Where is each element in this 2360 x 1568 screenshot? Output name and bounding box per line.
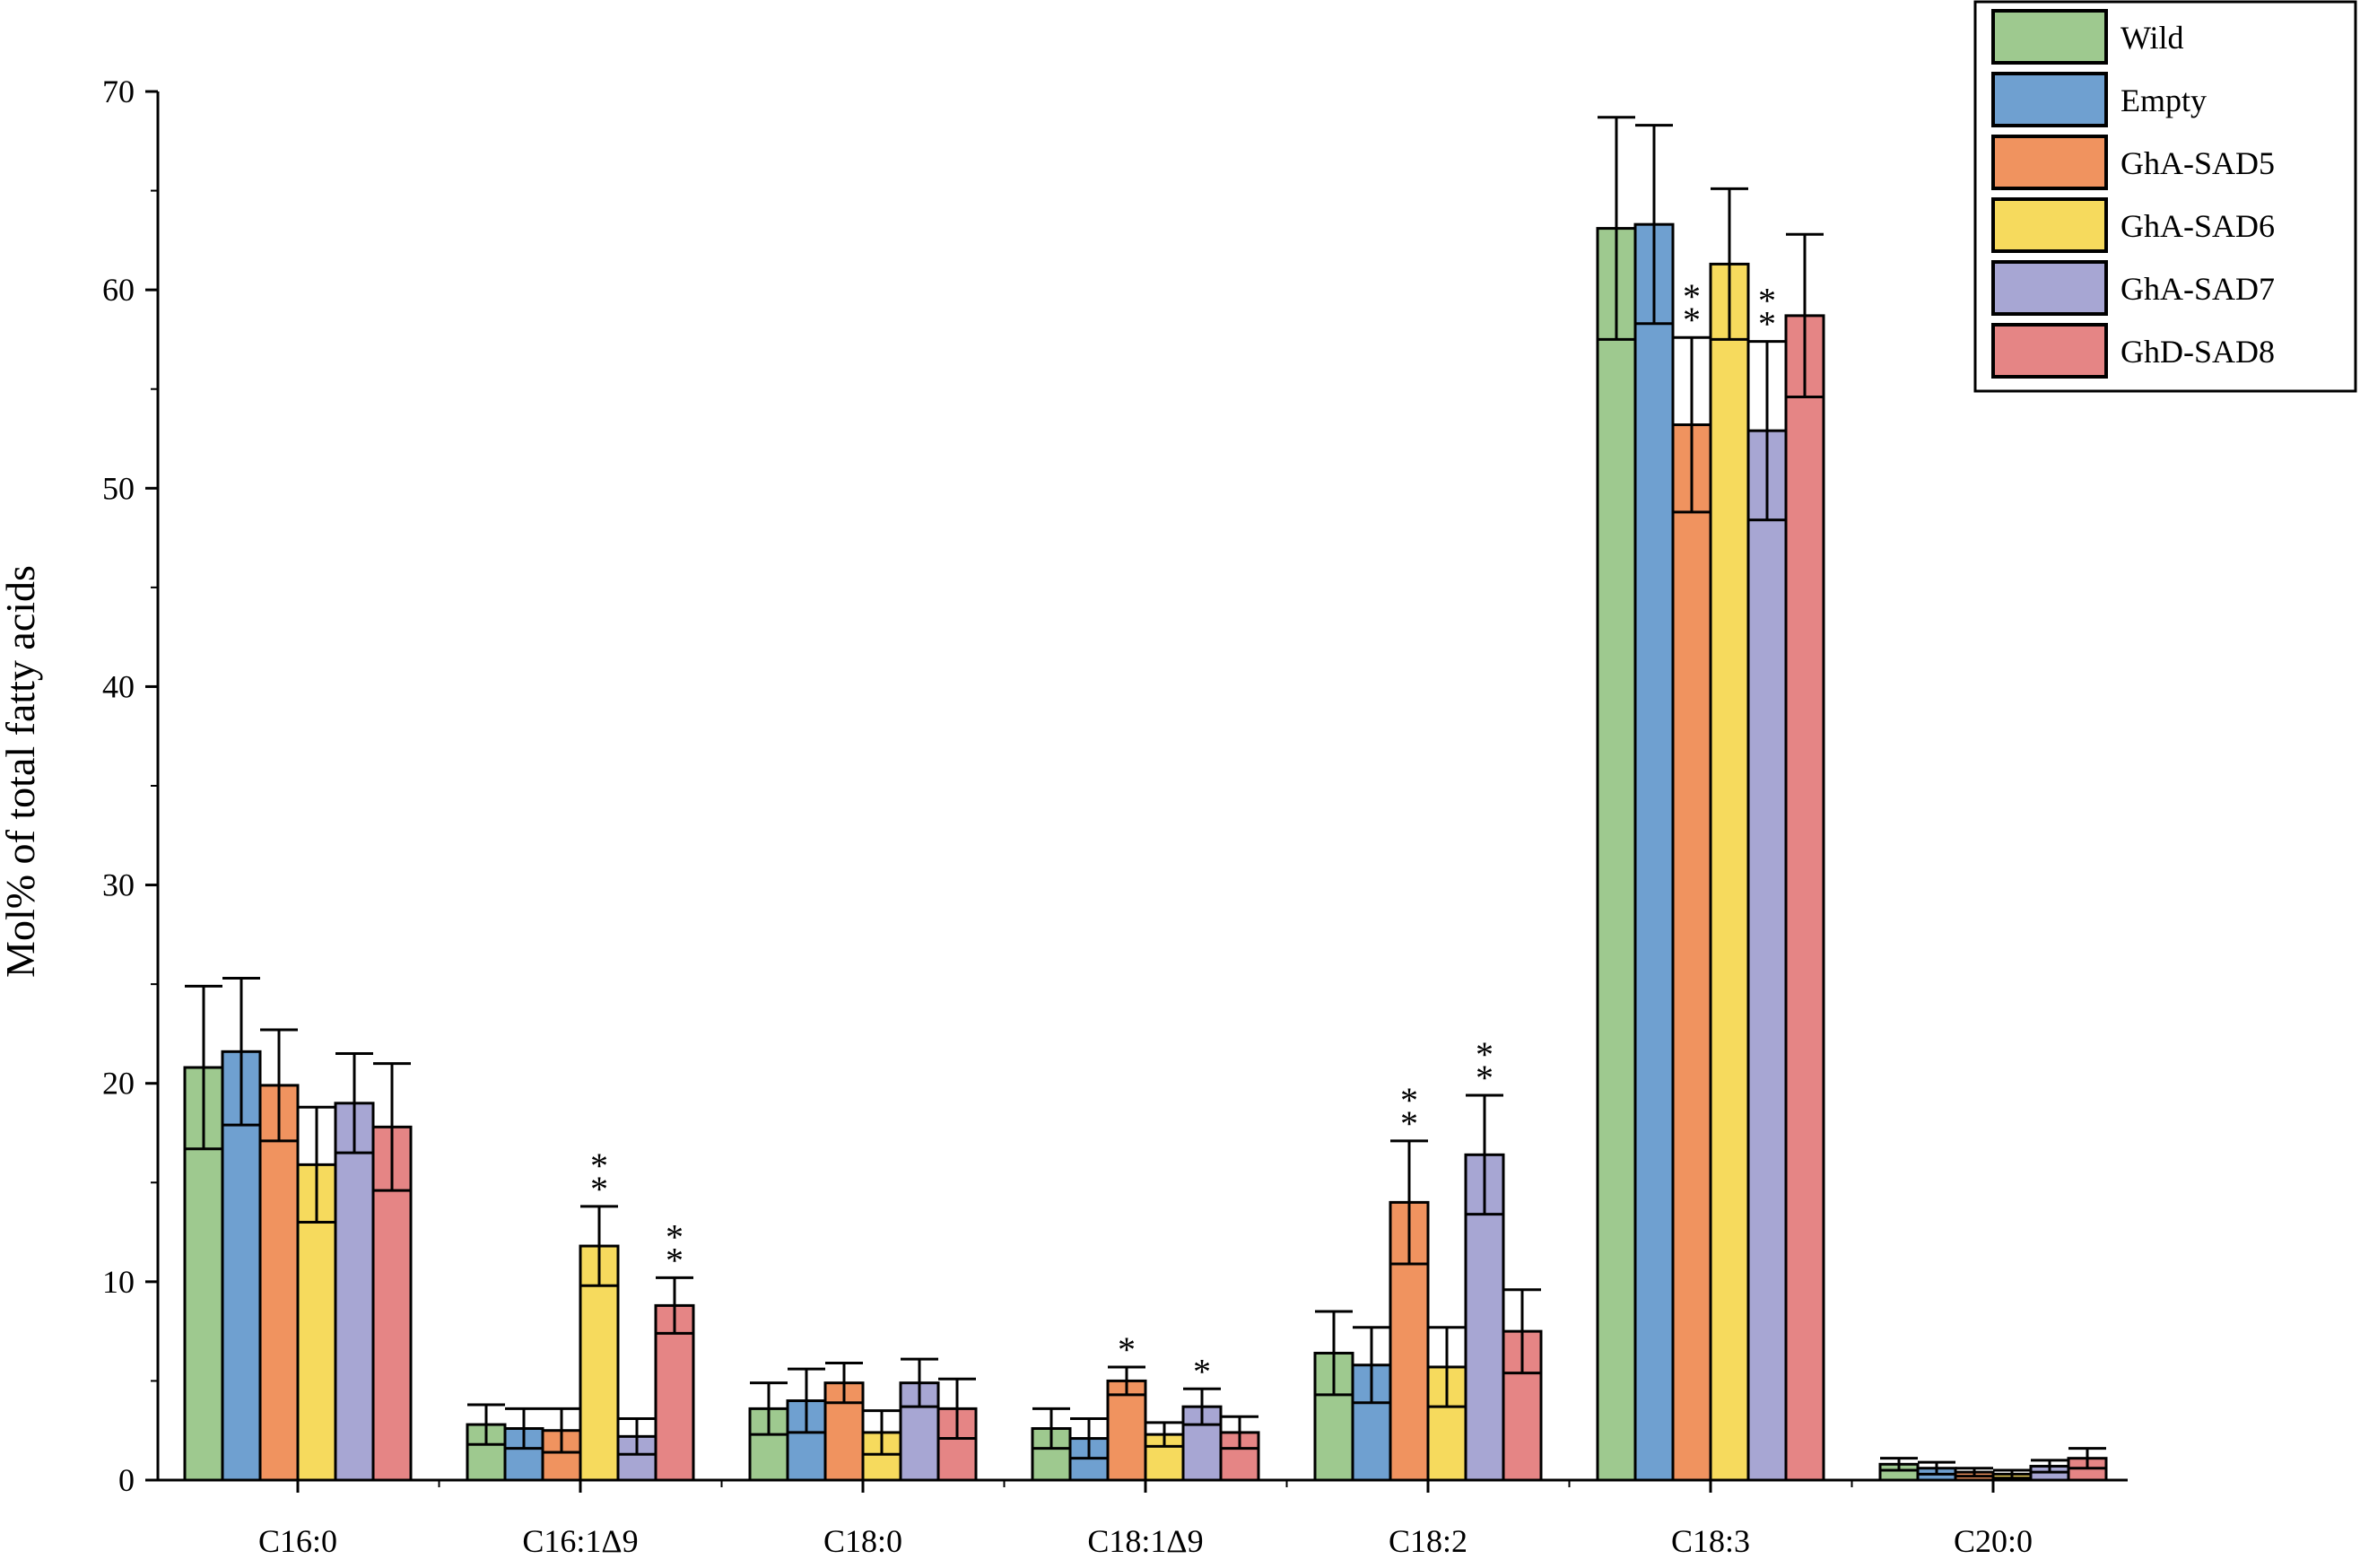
legend-swatch — [1991, 72, 2108, 127]
bar — [371, 1125, 413, 1482]
legend-swatch — [1991, 9, 2108, 65]
legend-label: GhD-SAD8 — [2121, 334, 2275, 370]
legend: Wild Empty GhA-SAD5 GhA-SAD6 GhA-SAD7 GhD-SAD… — [1973, 0, 2357, 393]
x-tick-label: C18:0 — [823, 1523, 902, 1559]
significance-marker: * — [1118, 1329, 1136, 1370]
significance-marker: * * — [1683, 276, 1701, 340]
bar — [1633, 222, 1675, 1482]
significance-marker: * * — [1400, 1080, 1418, 1144]
legend-swatch — [1991, 135, 2108, 190]
significance-annotations: * ** **** ** ** * * * — [590, 276, 1776, 1391]
significance-marker: * * — [590, 1146, 608, 1209]
bar — [1671, 423, 1712, 1482]
legend-swatch — [1991, 323, 2108, 379]
significance-marker: * * — [1476, 1034, 1494, 1098]
x-tick-label: C18:1Δ9 — [1087, 1523, 1203, 1559]
bar — [334, 1102, 375, 1482]
legend-label: Wild — [2121, 20, 2184, 56]
legend-label: GhA-SAD5 — [2121, 145, 2275, 181]
y-tick-label: 20 — [102, 1066, 135, 1102]
legend-label: GhA-SAD7 — [2121, 271, 2275, 307]
y-tick-label: 30 — [102, 867, 135, 903]
y-tick-label: 60 — [102, 272, 135, 308]
significance-marker: * * — [1758, 281, 1776, 344]
y-tick-label: 40 — [102, 668, 135, 704]
bar — [1709, 262, 1750, 1482]
significance-marker: * — [1193, 1351, 1211, 1391]
legend-label: GhA-SAD6 — [2121, 208, 2275, 244]
y-tick-label: 70 — [102, 74, 135, 109]
y-axis-title: Mol% of total fatty acids — [0, 565, 43, 978]
significance-marker: * * — [666, 1216, 684, 1280]
x-tick-label: C18:2 — [1389, 1523, 1467, 1559]
legend-label: Empty — [2121, 83, 2207, 118]
legend-swatch — [1991, 260, 2108, 316]
y-tick-label: 50 — [102, 470, 135, 506]
bar — [1746, 429, 1788, 1482]
legend-swatch — [1991, 197, 2108, 253]
bar — [1596, 227, 1637, 1482]
x-tick-label: C16:0 — [258, 1523, 337, 1559]
x-tick-label: C18:3 — [1671, 1523, 1750, 1559]
bar — [258, 1084, 300, 1482]
bars — [183, 116, 2108, 1482]
y-tick-label: 10 — [102, 1264, 135, 1300]
bar — [1106, 1379, 1147, 1482]
y-axis: 0 10 20 30 40 50 60 70 — [102, 74, 160, 1498]
x-tick-label: C20:0 — [1954, 1523, 2033, 1559]
y-tick-label: 0 — [118, 1462, 135, 1498]
bar — [1784, 314, 1825, 1482]
bar — [1389, 1200, 1430, 1482]
x-tick-label: C16:1Δ9 — [522, 1523, 638, 1559]
x-axis: C16:0 C16:1Δ9 C18:0 C18:1Δ9 C18:2 C18:3 C20:0 — [158, 1478, 2128, 1559]
